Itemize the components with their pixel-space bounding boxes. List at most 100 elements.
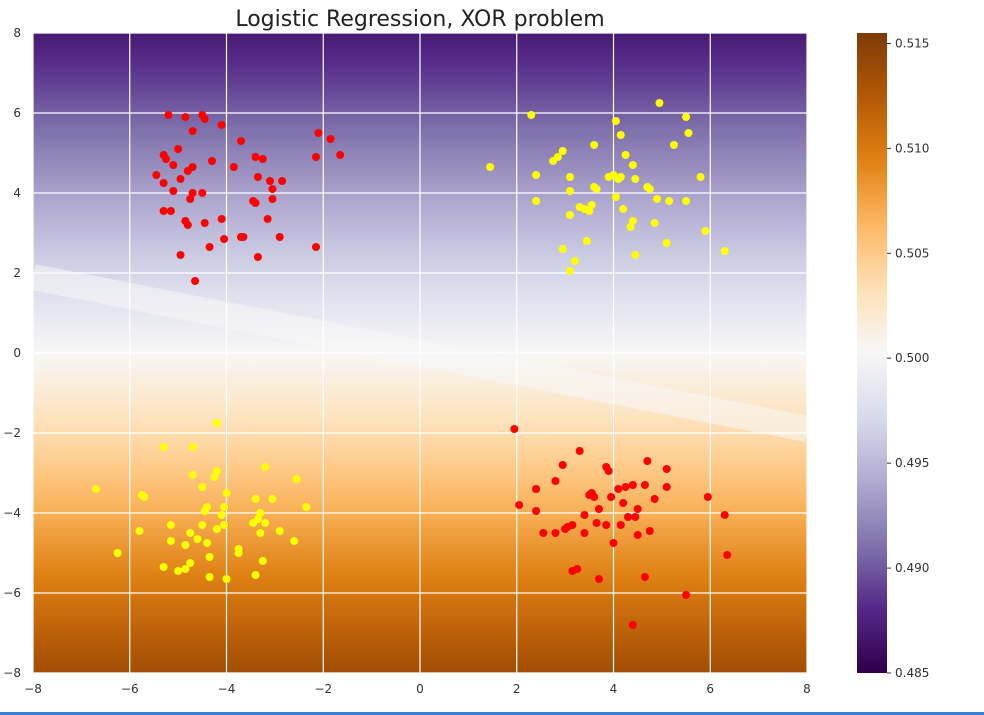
x-tick-label: −2 — [314, 682, 332, 696]
grid-lines — [33, 33, 807, 673]
point-red — [174, 145, 183, 153]
point-yellow — [614, 175, 623, 183]
point-yellow — [234, 549, 243, 557]
point-yellow — [645, 185, 654, 193]
point-yellow — [188, 471, 197, 479]
point-yellow — [582, 237, 591, 245]
point-red — [568, 567, 577, 575]
point-yellow — [720, 247, 729, 255]
colorbar-tick-label: 0.490 — [895, 561, 929, 575]
point-red — [159, 179, 168, 187]
point-red — [266, 177, 275, 185]
point-red — [169, 161, 178, 169]
point-red — [594, 505, 603, 513]
point-red — [152, 171, 161, 179]
point-yellow — [565, 173, 574, 181]
point-yellow — [611, 117, 620, 125]
point-yellow — [682, 197, 691, 205]
point-yellow — [251, 495, 260, 503]
plot-area — [33, 33, 807, 673]
colorbar-ticks: 0.485 0.490 0.495 0.500 0.505 0.510 0.515 — [887, 36, 929, 680]
point-yellow — [532, 197, 541, 205]
point-yellow — [222, 489, 231, 497]
y-tick-label: −6 — [3, 586, 21, 600]
point-red — [703, 493, 712, 501]
x-tick-label: −6 — [121, 682, 139, 696]
point-red — [220, 235, 229, 243]
point-red — [616, 521, 625, 529]
point-red — [650, 495, 659, 503]
point-yellow — [665, 197, 674, 205]
point-red — [200, 219, 209, 227]
point-red — [575, 447, 584, 455]
point-red — [200, 115, 209, 123]
point-red — [164, 111, 173, 119]
point-yellow — [220, 521, 229, 529]
point-yellow — [587, 201, 596, 209]
point-red — [602, 521, 611, 529]
point-red — [532, 485, 541, 493]
point-red — [609, 539, 618, 547]
point-yellow — [682, 113, 691, 121]
point-red — [551, 529, 560, 537]
point-yellow — [251, 571, 260, 579]
point-yellow — [222, 575, 231, 583]
point-yellow — [249, 519, 258, 527]
point-yellow — [565, 267, 574, 275]
point-yellow — [258, 557, 267, 565]
y-tick-label: −2 — [3, 426, 21, 440]
point-red — [723, 551, 732, 559]
point-red — [176, 175, 185, 183]
colorbar-gradient — [857, 33, 887, 673]
point-red — [619, 499, 628, 507]
point-yellow — [565, 211, 574, 219]
point-red — [159, 207, 168, 215]
point-red — [268, 185, 277, 193]
y-tick-label: −8 — [3, 666, 21, 680]
point-yellow — [212, 525, 221, 533]
point-yellow — [628, 217, 637, 225]
y-tick-label: −4 — [3, 506, 21, 520]
point-red — [253, 173, 262, 181]
colorbar-tick-label: 0.510 — [895, 141, 929, 155]
point-red — [207, 157, 216, 165]
point-red — [191, 277, 200, 285]
colorbar-tick-label: 0.505 — [895, 246, 929, 260]
point-red — [188, 127, 197, 135]
point-yellow — [684, 129, 693, 137]
point-red — [314, 129, 323, 137]
point-red — [624, 513, 633, 521]
point-yellow — [626, 223, 635, 231]
point-yellow — [616, 131, 625, 139]
point-yellow — [611, 193, 620, 201]
x-tick-label: 6 — [706, 682, 714, 696]
point-yellow — [205, 573, 214, 581]
point-red — [162, 155, 171, 163]
point-red — [592, 519, 601, 527]
point-red — [720, 511, 729, 519]
x-axis-ticks: −8 −6 −4 −2 0 2 4 6 8 — [24, 682, 811, 696]
point-red — [205, 243, 214, 251]
point-yellow — [268, 495, 277, 503]
point-yellow — [549, 157, 558, 165]
point-yellow — [166, 521, 175, 529]
point-yellow — [261, 463, 270, 471]
point-red — [662, 465, 671, 473]
point-red — [532, 507, 541, 515]
point-yellow — [558, 147, 567, 155]
point-yellow — [210, 473, 219, 481]
point-yellow — [113, 549, 122, 557]
point-red — [198, 189, 207, 197]
point-red — [336, 151, 345, 159]
y-tick-label: 4 — [13, 186, 21, 200]
point-red — [166, 207, 175, 215]
point-yellow — [532, 171, 541, 179]
point-red — [183, 221, 192, 229]
point-red — [278, 177, 287, 185]
point-red — [311, 153, 320, 161]
point-red — [662, 483, 671, 491]
point-red — [251, 153, 260, 161]
chart-title: Logistic Regression, XOR problem — [235, 7, 604, 32]
point-yellow — [570, 257, 579, 265]
